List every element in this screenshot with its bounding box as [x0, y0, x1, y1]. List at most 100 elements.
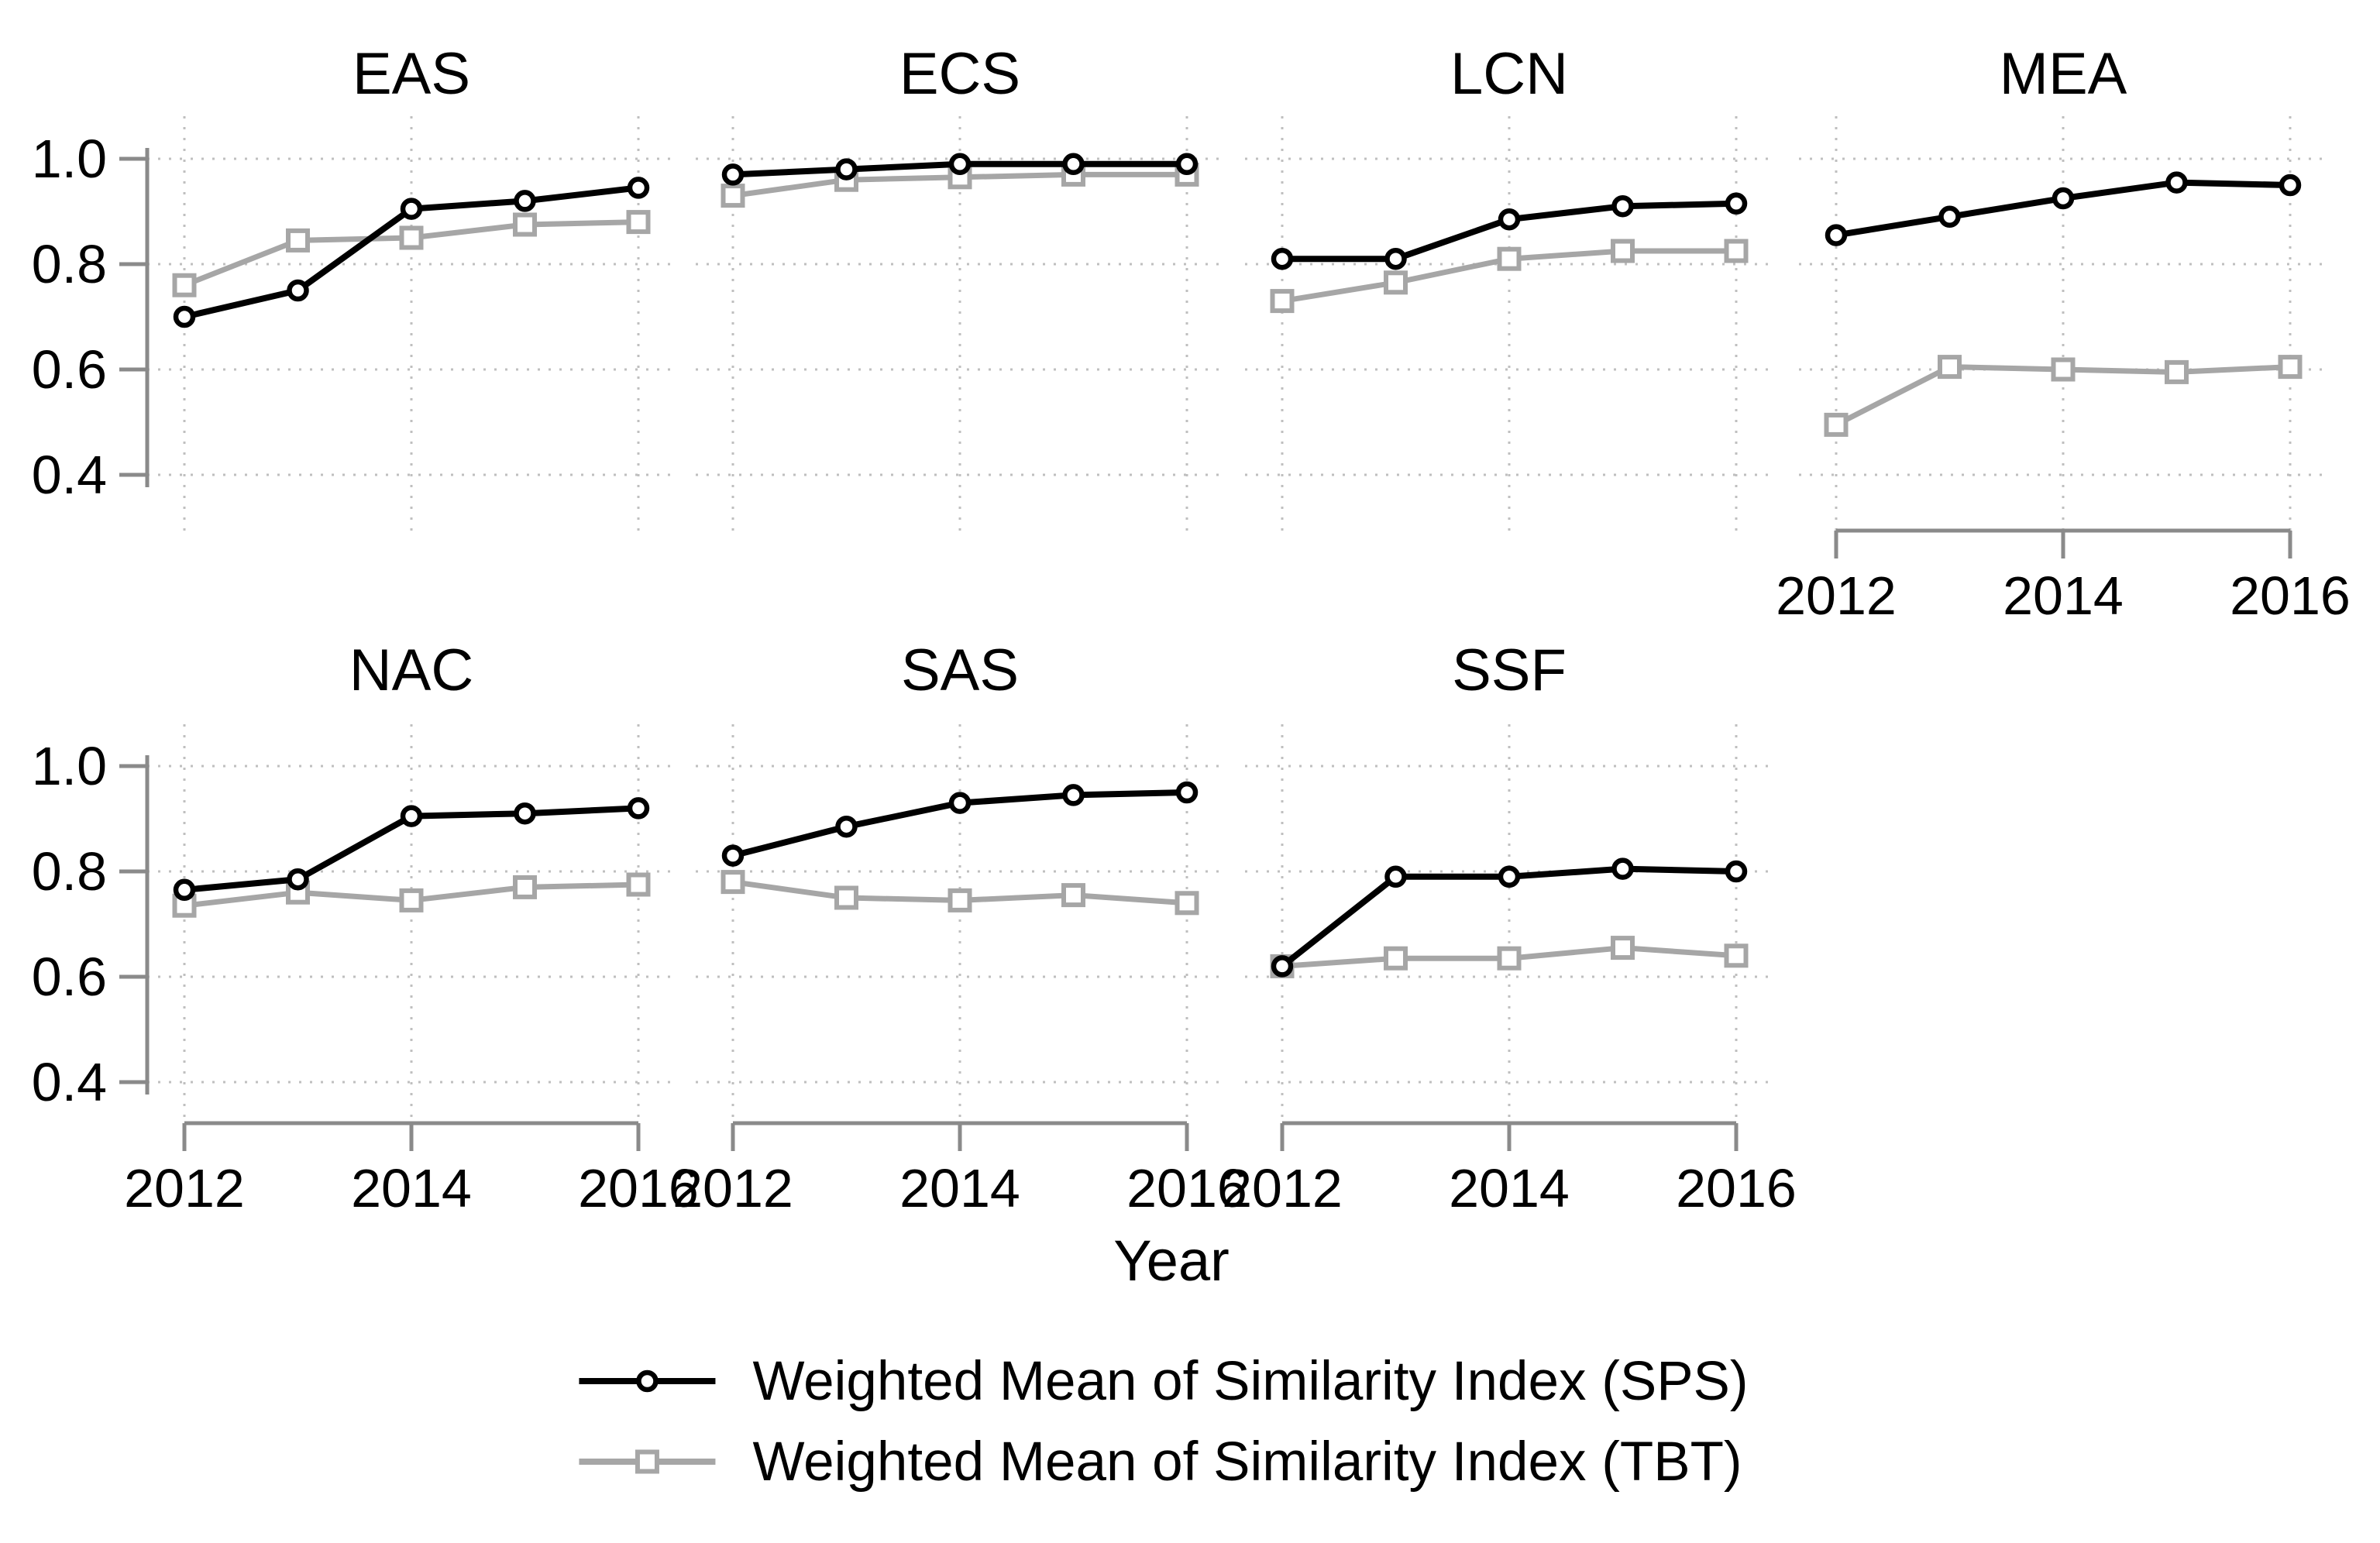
tbt-square-marker	[1724, 943, 1749, 968]
y-tick-label: 1.0	[32, 129, 107, 189]
sps-circle-marker	[1825, 224, 1848, 246]
sps-circle-marker	[948, 792, 972, 814]
sps-circle-marker	[627, 797, 650, 820]
tbt-square-marker	[1611, 936, 1635, 961]
x-tick-label: 2014	[351, 1158, 472, 1218]
tbt-square-marker	[2278, 355, 2303, 380]
sps-circle-marker	[514, 190, 536, 212]
x-axis-title: Year	[1113, 1229, 1230, 1293]
sps-circle-marker	[1384, 247, 1407, 270]
y-tick-label: 0.8	[32, 841, 107, 902]
x-tick-label: 2014	[2003, 565, 2124, 626]
x-tick-label: 2014	[899, 1158, 1020, 1218]
legend: Weighted Mean of Similarity Index (SPS) …	[576, 1348, 1749, 1495]
y-tick-label: 0.8	[32, 234, 107, 294]
sps-circle-marker	[1175, 781, 1199, 804]
sps-circle-marker	[173, 305, 196, 328]
sps-circle-marker	[287, 868, 309, 891]
panel-title-ssf: SSF	[1452, 637, 1567, 703]
tbt-square-marker	[721, 184, 745, 208]
panel-eas: 1.0 0.8 0.6 0.4	[32, 116, 676, 531]
tbt-square-marker	[1175, 891, 1199, 916]
tbt-square-marker	[626, 872, 651, 897]
tbt-square-marker	[286, 228, 310, 253]
panel-sas: 2012 2014 2016	[672, 724, 1247, 1218]
tbt-square-marker	[1270, 289, 1295, 314]
sps-circle-marker	[400, 198, 423, 220]
x-tick-label: 2012	[124, 1158, 245, 1218]
sps-circle-marker	[1611, 857, 1634, 880]
tbt-square-marker	[172, 273, 197, 297]
legend-item-tbt: Weighted Mean of Similarity Index (TBT)	[576, 1428, 1748, 1495]
tbt-line-square-marker-icon	[579, 1449, 716, 1474]
tbt-square-marker	[399, 225, 424, 250]
sps-circle-marker	[1062, 153, 1085, 176]
sps-circle-marker	[173, 878, 196, 902]
panel-ecs	[696, 116, 1224, 531]
sps-circle-marker	[2279, 174, 2302, 197]
sps-circle-marker	[2165, 171, 2188, 194]
sps-circle-marker	[835, 158, 858, 180]
legend-item-sps: Weighted Mean of Similarity Index (SPS)	[576, 1348, 1749, 1414]
tbt-square-marker	[1938, 355, 1962, 380]
legend-circle-marker	[636, 1369, 659, 1393]
legend-label-tbt: Weighted Mean of Similarity Index (TBT)	[752, 1431, 1742, 1493]
sps-circle-marker	[1725, 192, 1748, 215]
tbt-square-marker	[513, 875, 537, 899]
tbt-square-marker	[1824, 412, 1849, 437]
tbt-square-marker	[1611, 239, 1635, 263]
tbt-square-marker	[513, 212, 537, 237]
sps-circle-marker	[514, 802, 536, 825]
tbt-square-marker	[2165, 359, 2189, 384]
tbt-square-marker	[1497, 946, 1522, 971]
legend-square-marker	[635, 1449, 659, 1474]
panel-nac: 1.0 0.8 0.6 0.4 2012 2014 2016	[32, 724, 699, 1218]
x-tick-label: 2012	[672, 1158, 793, 1218]
y-tick-label: 0.4	[32, 445, 107, 505]
sps-circle-marker	[721, 163, 745, 186]
panel-ssf: 2012 2014 2016	[1222, 724, 1797, 1218]
sps-circle-marker	[1498, 865, 1521, 888]
panel-title-ecs: ECS	[899, 41, 1021, 107]
x-tick-label: 2016	[1126, 1158, 1247, 1218]
y-tick-label: 1.0	[32, 736, 107, 796]
sps-circle-marker	[1498, 208, 1521, 231]
sps-line-circle-marker-icon	[579, 1369, 716, 1393]
sps-circle-marker	[400, 805, 423, 827]
sps-circle-marker	[287, 279, 309, 302]
y-tick-label: 0.6	[32, 947, 107, 1007]
sps-circle-marker	[721, 844, 745, 867]
x-tick-label: 2012	[1222, 1158, 1343, 1218]
tbt-square-marker	[399, 888, 424, 912]
x-tick-label: 2014	[1449, 1158, 1570, 1218]
sps-circle-marker	[1384, 865, 1407, 888]
panel-title-mea: MEA	[1999, 41, 2127, 107]
panel-lcn	[1245, 116, 1773, 531]
tbt-square-marker	[834, 885, 858, 910]
panel-title-sas: SAS	[900, 637, 1020, 703]
tbt-square-marker	[1724, 239, 1749, 263]
tbt-square-marker	[948, 888, 972, 912]
tbt-square-marker	[1384, 946, 1408, 971]
tbt-square-marker	[1384, 270, 1408, 295]
sps-circle-marker	[2052, 187, 2075, 210]
sps-circle-marker	[1062, 784, 1085, 806]
x-tick-label: 2012	[1776, 565, 1897, 626]
sps-circle-marker	[1271, 955, 1294, 978]
y-tick-label: 0.6	[32, 339, 107, 400]
panel-title-nac: NAC	[349, 637, 474, 703]
panel-title-eas: EAS	[352, 41, 471, 107]
sps-circle-marker	[1725, 860, 1748, 883]
sps-circle-marker	[948, 153, 972, 176]
x-tick-label: 2016	[578, 1158, 699, 1218]
tbt-square-marker	[626, 210, 651, 235]
x-tick-label: 2016	[1676, 1158, 1797, 1218]
tbt-square-marker	[1497, 246, 1522, 271]
sps-circle-marker	[627, 177, 650, 199]
x-tick-label: 2016	[2230, 565, 2351, 626]
sps-circle-marker	[1938, 205, 1961, 229]
sps-circle-marker	[1611, 194, 1634, 218]
tbt-square-marker	[721, 870, 745, 895]
